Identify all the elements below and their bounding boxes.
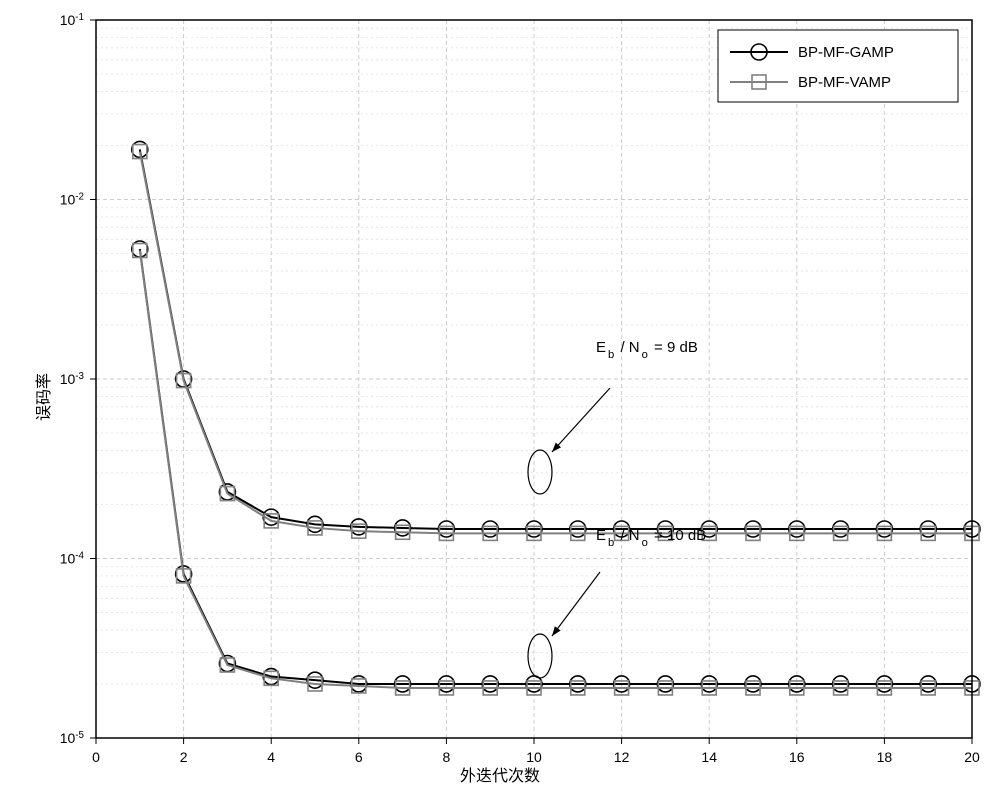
svg-text:Eb / No = 9 dB: Eb / No = 9 dB <box>596 339 698 361</box>
svg-text:10-5: 10-5 <box>60 730 85 747</box>
svg-text:10-4: 10-4 <box>60 550 85 567</box>
svg-text:2: 2 <box>180 749 188 765</box>
x-axis-label: 外迭代次数 <box>460 762 540 786</box>
svg-text:20: 20 <box>964 749 980 765</box>
chart-svg: 10-510-410-310-210-102468101214161820Eb … <box>0 0 1000 794</box>
y-axis-label: 误码率 <box>30 373 54 421</box>
svg-text:16: 16 <box>789 749 805 765</box>
svg-text:4: 4 <box>267 749 275 765</box>
svg-text:BP-MF-VAMP: BP-MF-VAMP <box>798 74 891 91</box>
svg-text:10-2: 10-2 <box>60 191 84 208</box>
svg-text:10-1: 10-1 <box>60 12 84 29</box>
svg-text:6: 6 <box>355 749 363 765</box>
svg-text:12: 12 <box>614 749 630 765</box>
svg-text:0: 0 <box>92 749 100 765</box>
svg-text:8: 8 <box>443 749 451 765</box>
svg-text:BP-MF-GAMP: BP-MF-GAMP <box>798 44 894 61</box>
svg-text:Eb / No = 10 dB: Eb / No = 10 dB <box>596 527 706 549</box>
svg-text:10-3: 10-3 <box>60 371 85 388</box>
svg-text:18: 18 <box>877 749 893 765</box>
svg-text:14: 14 <box>701 749 717 765</box>
chart-container: 10-510-410-310-210-102468101214161820Eb … <box>0 0 1000 794</box>
